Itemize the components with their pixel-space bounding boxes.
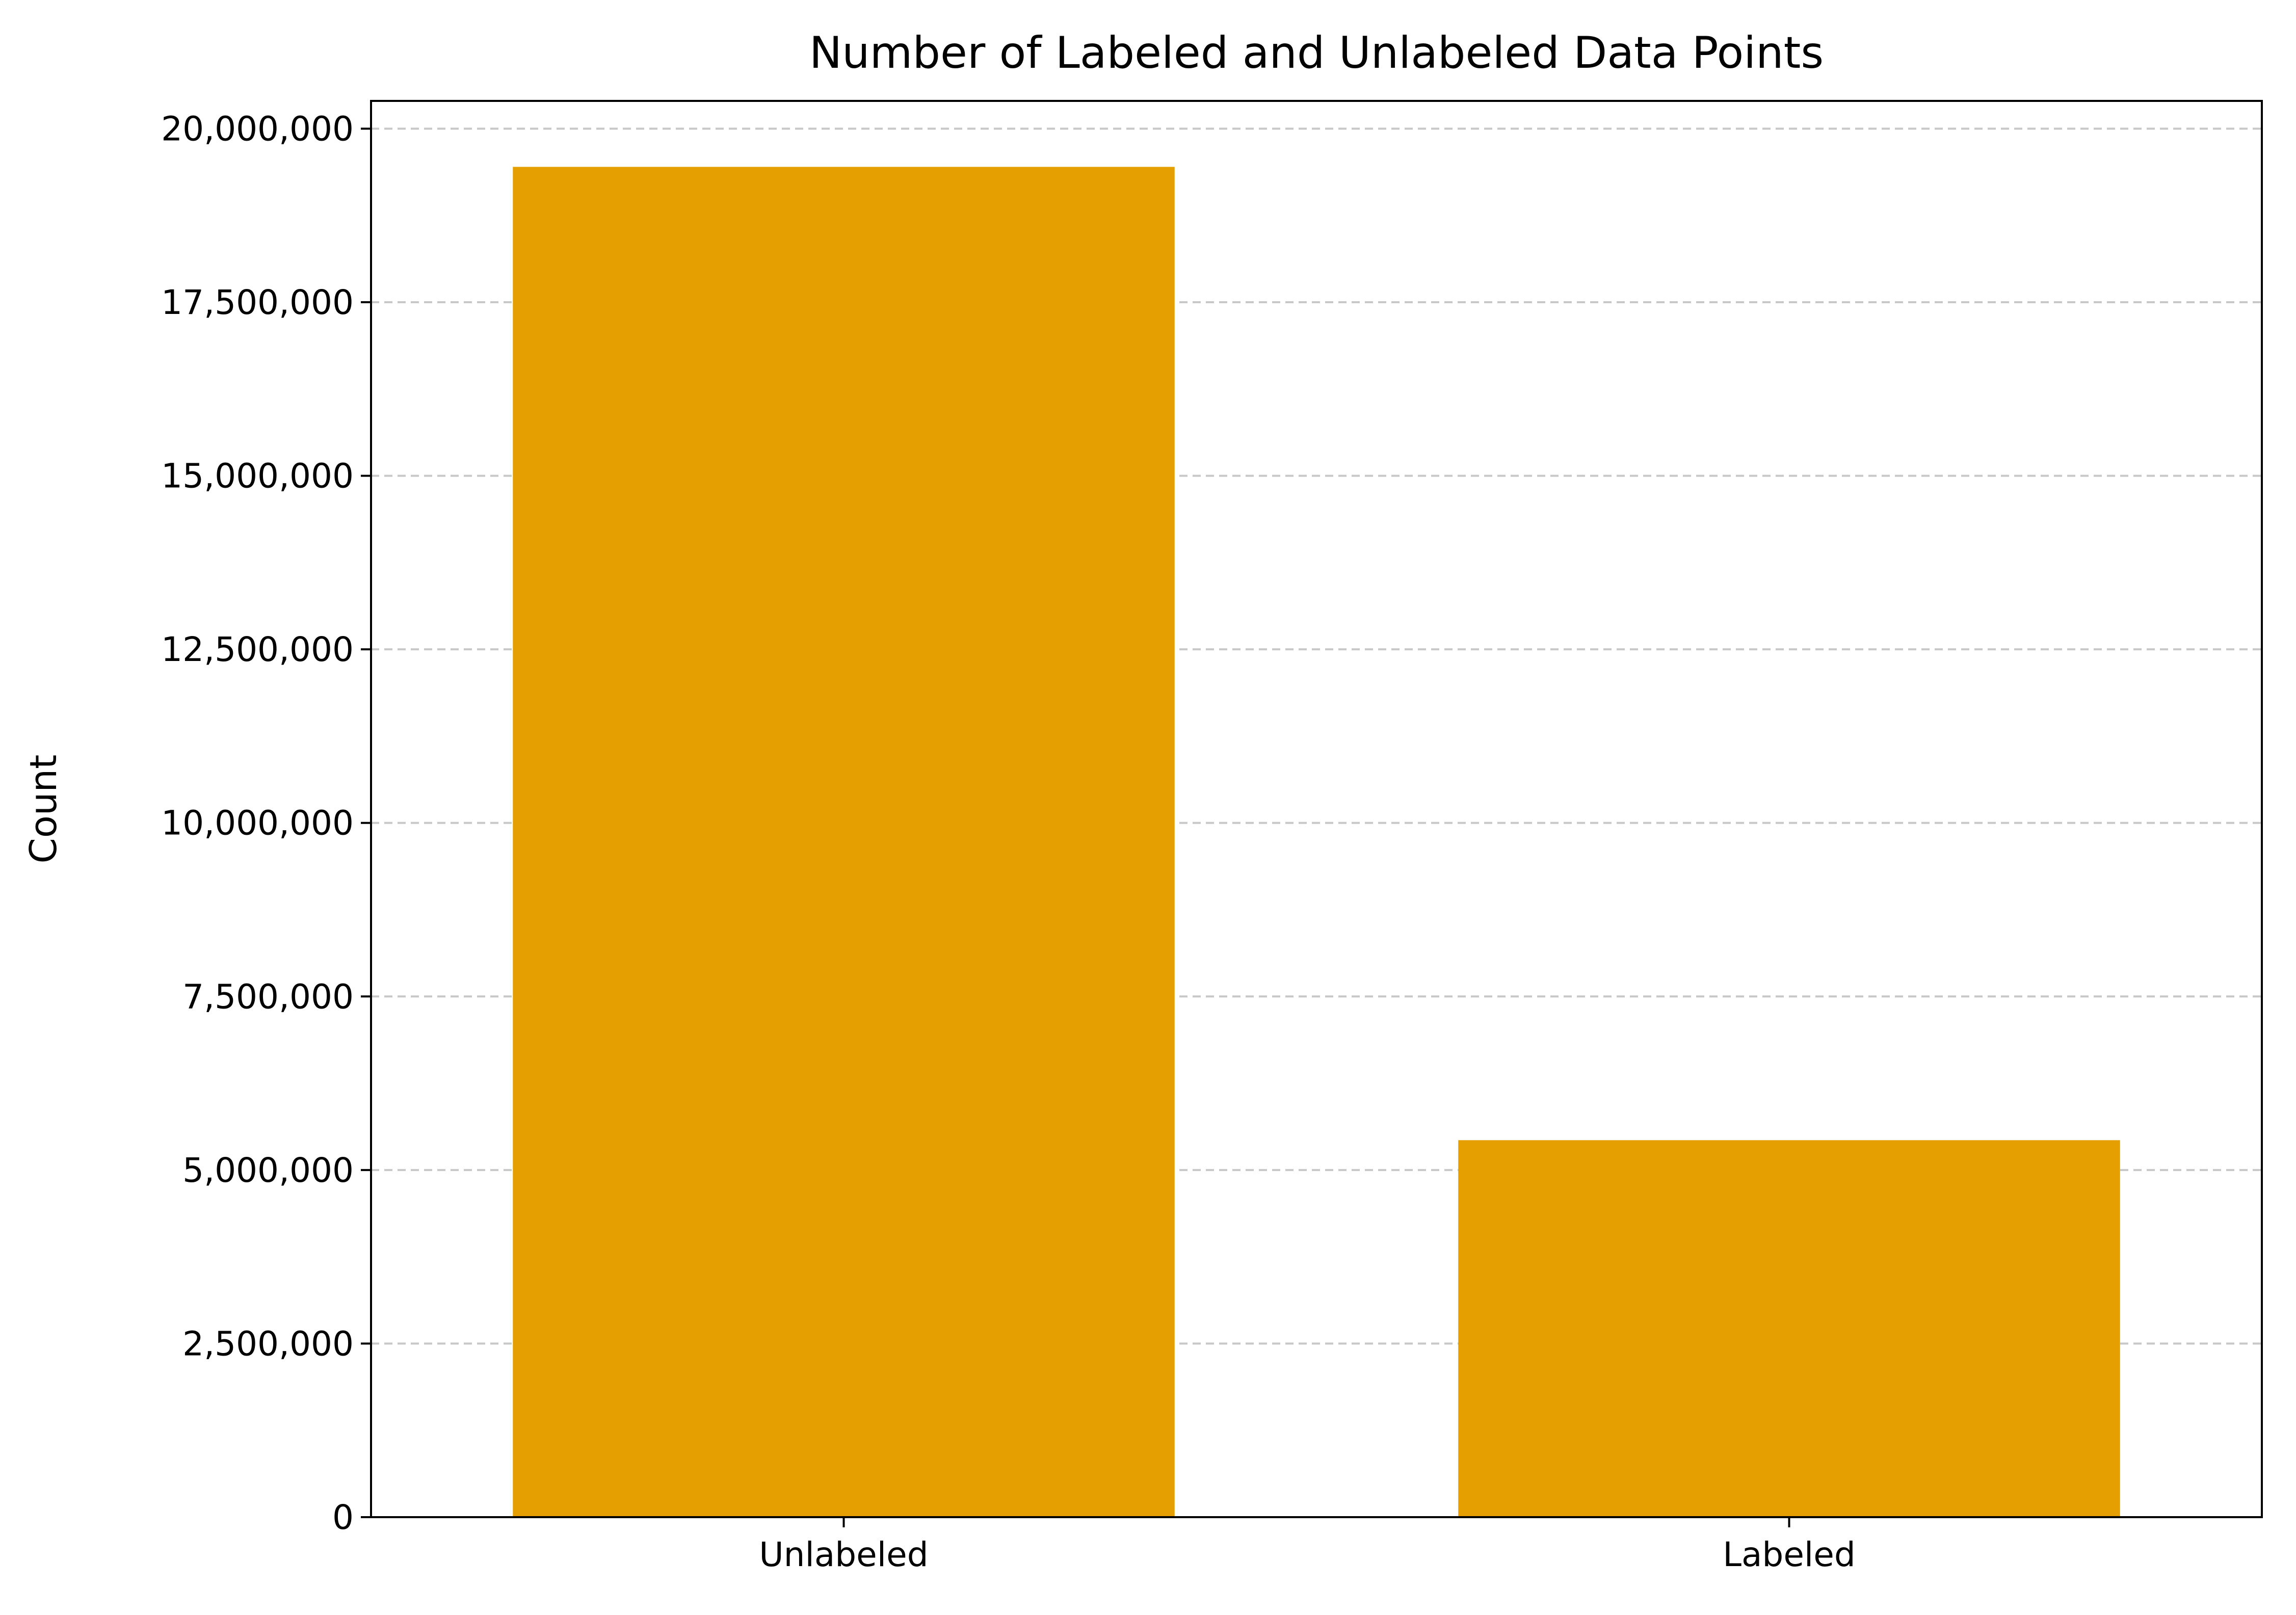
y-tick-label: 2,500,000	[182, 1324, 354, 1363]
y-tick-label: 7,500,000	[182, 977, 354, 1016]
y-axis-label: Count	[22, 755, 65, 864]
y-tick-label: 20,000,000	[161, 109, 354, 148]
chart-title: Number of Labeled and Unlabeled Data Poi…	[809, 28, 1824, 78]
x-tick-label: Labeled	[1723, 1535, 1856, 1574]
bars	[513, 167, 2120, 1517]
bar-labeled	[1458, 1140, 2120, 1517]
y-tick-label: 5,000,000	[182, 1151, 354, 1190]
plot-frame	[370, 100, 2263, 1518]
y-tick-label: 0	[332, 1498, 354, 1537]
x-axis-ticks: Unlabeled Labeled	[759, 1517, 1856, 1574]
y-tick-label: 15,000,000	[161, 457, 354, 496]
grid-lines	[371, 127, 2262, 1345]
y-axis-ticks: 0 2,500,000 5,000,000 7,500,000 10,000,000 12…	[161, 109, 371, 1537]
x-tick-label: Unlabeled	[759, 1535, 928, 1574]
y-tick-label: 10,000,000	[161, 804, 354, 843]
y-tick-label: 17,500,000	[161, 283, 354, 322]
bar-unlabeled	[513, 167, 1175, 1517]
y-tick-label: 12,500,000	[161, 630, 354, 669]
